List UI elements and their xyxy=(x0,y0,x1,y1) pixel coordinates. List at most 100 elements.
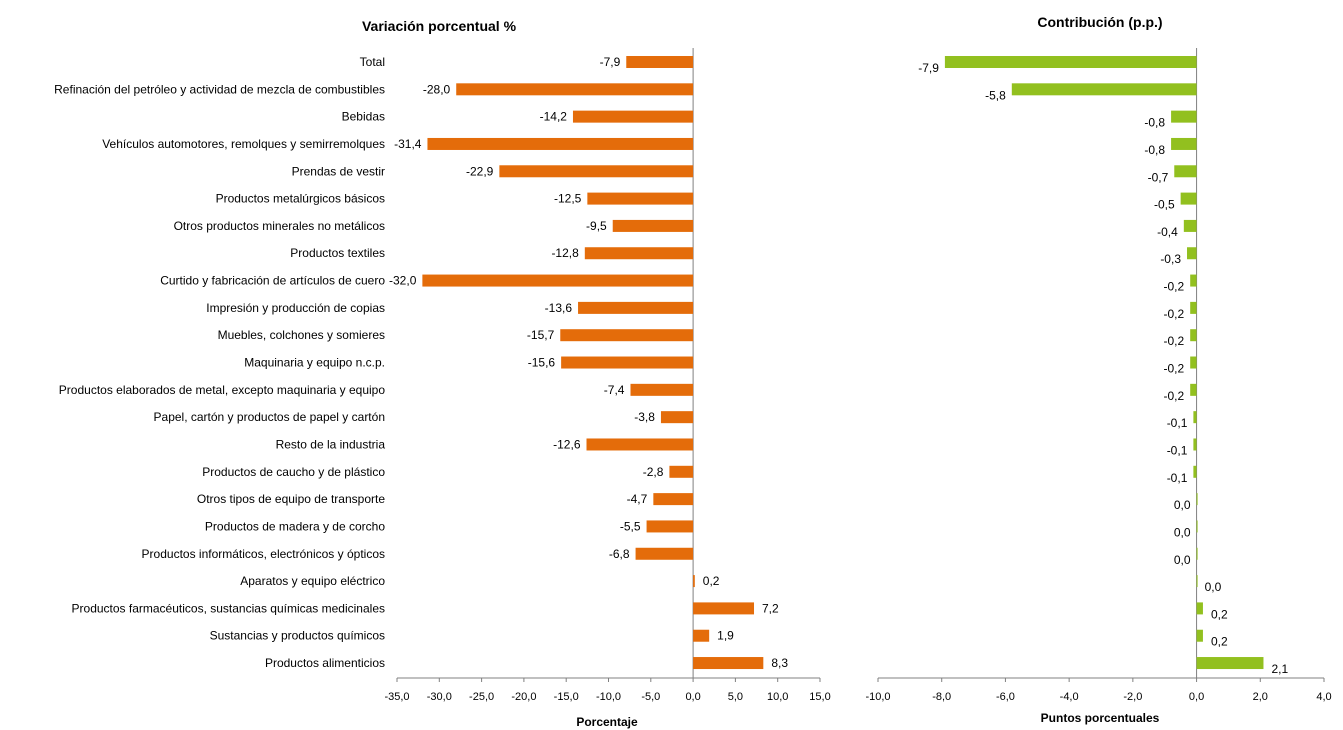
left-value-label: -5,5 xyxy=(620,519,641,533)
right-x-tick-label: -8,0 xyxy=(932,691,951,703)
left-value-label: 0,2 xyxy=(703,574,720,588)
left-category-label: Prendas de vestir xyxy=(292,164,385,178)
right-value-label: -0,1 xyxy=(1167,416,1188,430)
left-bar xyxy=(572,110,694,123)
left-category-label: Otros tipos de equipo de transporte xyxy=(197,492,385,506)
right-value-label: -0,5 xyxy=(1154,198,1175,212)
right-bar xyxy=(1196,547,1198,560)
right-bar xyxy=(1180,192,1197,205)
left-category-label: Productos textiles xyxy=(290,246,385,260)
left-category-label: Productos alimenticios xyxy=(265,656,385,670)
left-category-label: Otros productos minerales no metálicos xyxy=(174,219,385,233)
left-category-label: Maquinaria y equipo n.c.p. xyxy=(244,356,385,370)
left-bar xyxy=(635,547,694,560)
right-chart-title: Contribución (p.p.) xyxy=(1037,14,1162,30)
left-bar xyxy=(693,657,764,670)
left-value-label: -31,4 xyxy=(394,137,422,151)
left-category-label: Productos informáticos, electrónicos y ó… xyxy=(142,547,385,561)
left-bar xyxy=(587,192,694,205)
right-x-axis-title: Puntos porcentuales xyxy=(1041,711,1160,725)
left-value-label: -2,8 xyxy=(643,465,664,479)
left-chart: -35,0 -30,0 -25,0 -20,0 -15,0 -10,0 -5,0 0,0 5,0… xyxy=(54,48,831,703)
left-category-label: Productos elaborados de metal, excepto m… xyxy=(59,383,386,397)
right-x-tick-label: -2,0 xyxy=(1123,691,1142,703)
right-bar xyxy=(1196,602,1203,615)
right-bar xyxy=(1190,383,1197,396)
right-bar xyxy=(1196,493,1198,506)
right-value-label: -0,1 xyxy=(1167,443,1188,457)
left-bar xyxy=(499,165,694,178)
left-bar xyxy=(630,383,694,396)
left-x-tick-label: 15,0 xyxy=(809,691,830,703)
left-value-label: -32,0 xyxy=(389,274,417,288)
right-value-label: -0,2 xyxy=(1164,389,1185,403)
right-value-label: 0,2 xyxy=(1211,635,1228,649)
left-x-tick-label: 10,0 xyxy=(767,691,788,703)
left-value-label: -22,9 xyxy=(466,164,494,178)
left-bar xyxy=(693,629,710,642)
right-x-tick-label: -4,0 xyxy=(1060,691,1079,703)
right-chart: -10,0 -8,0 -6,0 -4,0 -2,0 0,0 2,0 4,0 -7,9 -5,8 -0… xyxy=(865,48,1332,703)
left-bar xyxy=(456,83,694,96)
left-bar xyxy=(427,137,694,150)
left-value-label: -7,9 xyxy=(600,55,621,69)
left-value-label: -28,0 xyxy=(423,82,451,96)
left-value-label: -9,5 xyxy=(586,219,607,233)
left-bar xyxy=(653,493,694,506)
right-x-tick-label: 2,0 xyxy=(1253,691,1268,703)
right-value-label: -0,2 xyxy=(1164,334,1185,348)
left-category-label: Refinación del petróleo y actividad de m… xyxy=(54,82,385,96)
left-x-tick-label: -15,0 xyxy=(554,691,579,703)
right-bar xyxy=(1174,165,1197,178)
right-bar xyxy=(1183,219,1197,232)
right-value-label: 0,0 xyxy=(1174,525,1191,539)
right-value-label: -0,2 xyxy=(1164,280,1185,294)
right-bar xyxy=(1190,329,1197,342)
right-bar xyxy=(1196,657,1264,670)
left-category-label: Resto de la industria xyxy=(276,437,386,451)
right-value-label: 0,2 xyxy=(1211,607,1228,621)
left-value-label: -7,4 xyxy=(604,383,625,397)
left-chart-title: Variación porcentual % xyxy=(362,18,517,34)
left-value-label: -15,6 xyxy=(528,356,556,370)
left-value-label: -12,5 xyxy=(554,192,582,206)
right-value-label: 0,0 xyxy=(1205,580,1222,594)
left-category-label: Curtido y fabricación de artículos de cu… xyxy=(160,274,385,288)
left-bar xyxy=(560,329,694,342)
right-x-tick-label: 0,0 xyxy=(1189,691,1204,703)
right-bar xyxy=(1190,356,1197,369)
right-x-tick-label: -6,0 xyxy=(996,691,1015,703)
left-bar xyxy=(660,411,694,424)
right-value-label: -0,4 xyxy=(1157,225,1178,239)
right-value-label: -7,9 xyxy=(918,61,939,75)
right-value-label: -0,2 xyxy=(1164,362,1185,376)
left-category-label: Productos de caucho y de plástico xyxy=(202,465,385,479)
left-x-tick-label: 5,0 xyxy=(728,691,743,703)
left-x-tick-label: -5,0 xyxy=(641,691,660,703)
right-bar xyxy=(1196,520,1198,533)
left-category-label: Muebles, colchones y somieres xyxy=(218,328,385,342)
left-value-label: 1,9 xyxy=(717,629,734,643)
left-category-label: Total xyxy=(360,55,385,69)
left-x-tick-label: -30,0 xyxy=(427,691,452,703)
right-bar xyxy=(944,56,1197,68)
right-bar xyxy=(1011,83,1197,96)
right-bar xyxy=(1187,247,1197,260)
left-bar xyxy=(422,274,694,287)
left-value-label: 8,3 xyxy=(771,656,788,670)
left-x-tick-label: -35,0 xyxy=(384,691,409,703)
right-value-label: 0,0 xyxy=(1174,498,1191,512)
left-category-label: Vehículos automotores, remolques y semir… xyxy=(102,137,385,151)
right-x-tick-label: 4,0 xyxy=(1316,691,1331,703)
right-value-label: -0,8 xyxy=(1144,116,1165,130)
left-value-label: -14,2 xyxy=(540,110,568,124)
right-bar xyxy=(1193,465,1197,478)
left-value-label: -4,7 xyxy=(627,492,648,506)
right-value-label: 0,0 xyxy=(1174,553,1191,567)
right-bar xyxy=(1171,137,1197,150)
right-bar xyxy=(1196,575,1198,588)
left-value-label: -6,8 xyxy=(609,547,630,561)
right-value-label: -0,7 xyxy=(1148,170,1169,184)
right-value-label: -0,8 xyxy=(1144,143,1165,157)
